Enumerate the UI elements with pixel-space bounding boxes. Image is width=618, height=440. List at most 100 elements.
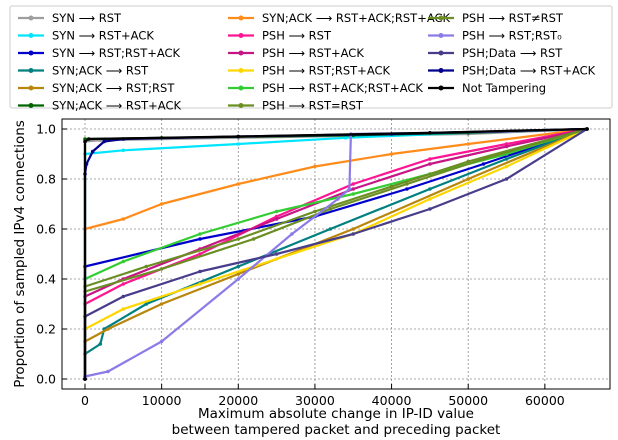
- series-point: [466, 177, 471, 181]
- series-point: [121, 217, 126, 221]
- x-tick-label: 0: [81, 393, 89, 408]
- series-point: [102, 139, 106, 144]
- legend-marker: [28, 15, 34, 21]
- legend-item: SYN;ACK ⟶ RST;RST: [18, 81, 175, 95]
- legend-label: PSH ⟶ RST: [262, 29, 332, 43]
- legend-marker: [28, 68, 34, 73]
- legend-item: Not Tampering: [428, 81, 546, 95]
- legend-item: PSH;Data ⟶ RST+ACK: [428, 64, 596, 78]
- series-point: [121, 148, 126, 153]
- series-point: [328, 207, 333, 211]
- legend-label: SYN ⟶ RST;RST+ACK: [52, 46, 181, 60]
- legend-label: SYN ⟶ RST: [52, 11, 122, 25]
- series-16: [83, 127, 589, 381]
- legend-item: PSH ⟶ RST≠RST: [428, 11, 564, 25]
- y-tick-label: 0.2: [36, 322, 56, 337]
- legend-label: PSH ⟶ RST=RST: [262, 99, 364, 113]
- y-tick-label: 0.6: [36, 222, 56, 237]
- plot-frame: [61, 118, 611, 390]
- series-point: [481, 162, 486, 166]
- series-point: [313, 164, 317, 169]
- legend-box: [9, 5, 613, 109]
- series-point: [83, 377, 87, 381]
- series-point: [121, 282, 126, 286]
- series-line: [83, 127, 588, 379]
- series-point: [159, 267, 164, 271]
- series-point: [87, 137, 91, 141]
- y-tick-label: 0.8: [36, 172, 56, 187]
- legend-marker: [28, 85, 34, 91]
- legend-label: SYN ⟶ RST+ACK: [52, 29, 154, 43]
- series-point: [106, 327, 110, 331]
- legend-item: SYN;ACK ⟶ RST: [18, 64, 149, 78]
- x-axis-label-line2: between tampered packet and preceding pa…: [172, 422, 501, 438]
- series-point: [198, 237, 202, 241]
- x-tick-label: 40000: [372, 393, 412, 408]
- legend-item: PSH ⟶ RST=RST: [228, 99, 364, 113]
- series-point: [351, 232, 356, 236]
- legend-label: SYN;ACK ⟶ RST;RST: [52, 81, 175, 95]
- legend-label: PSH ⟶ RST;RST+ACK: [262, 64, 391, 78]
- series-point: [144, 264, 149, 269]
- series-point: [504, 177, 509, 181]
- legend-label: SYN;ACK ⟶ RST: [52, 64, 149, 78]
- legend-item: PSH;Data ⟶ RST: [428, 46, 563, 60]
- series-point: [290, 232, 294, 236]
- x-axis-label: Maximum absolute change in IP-ID value: [198, 406, 474, 422]
- series-point: [585, 127, 589, 131]
- y-axis-label: Proportion of sampled IPv4 connections: [12, 120, 28, 388]
- series-point: [236, 182, 241, 186]
- legend-marker: [438, 68, 444, 73]
- series-point: [274, 217, 279, 221]
- legend-label: PSH ⟶ RST≠RST: [462, 11, 564, 25]
- legend-marker: [438, 50, 444, 56]
- series-point: [274, 252, 279, 256]
- legend-label: PSH ⟶ RST+ACK;RST+ACK: [262, 81, 423, 95]
- series-point: [236, 277, 241, 281]
- series-point: [351, 187, 356, 191]
- series-point: [347, 187, 352, 191]
- legend-marker: [28, 50, 34, 56]
- x-tick-label: 30000: [295, 393, 335, 408]
- series-13: [83, 127, 589, 381]
- legend-marker: [238, 103, 244, 108]
- series-point: [313, 209, 317, 214]
- series-point: [481, 157, 486, 161]
- series-point: [198, 252, 202, 256]
- series-point: [159, 339, 164, 344]
- series-point: [198, 269, 202, 274]
- series-point: [504, 157, 509, 161]
- series-point: [466, 142, 471, 146]
- series-line: [83, 127, 588, 379]
- series-point: [159, 202, 164, 206]
- series-point: [428, 207, 432, 211]
- series-point: [198, 232, 202, 236]
- y-tick-label: 0.4: [36, 272, 56, 287]
- legend-marker: [238, 68, 244, 73]
- legend-item: SYN ⟶ RST: [18, 11, 122, 25]
- series-point: [274, 214, 279, 219]
- legend-item: SYN;ACK ⟶ RST+ACK: [18, 99, 181, 113]
- series-point: [106, 369, 110, 374]
- legend-label: SYN;ACK ⟶ RST+ACK: [52, 99, 181, 113]
- y-tick-label: 1.0: [36, 122, 56, 137]
- legend-marker: [438, 85, 444, 91]
- legend-label: Not Tampering: [462, 81, 546, 95]
- series-point: [428, 131, 432, 135]
- x-tick-label: 20000: [218, 393, 258, 408]
- legend-marker: [28, 103, 34, 108]
- legend-marker: [238, 50, 244, 56]
- series-point: [98, 342, 103, 346]
- series-point: [144, 302, 149, 306]
- legend-marker: [238, 33, 244, 38]
- series-point: [121, 259, 126, 264]
- legend-item: PSH ⟶ RST;RST+ACK: [228, 64, 391, 78]
- legend-marker: [438, 15, 444, 21]
- legend-item: PSH ⟶ RST+ACK;RST+ACK: [228, 81, 423, 95]
- y-tick-label: 0.0: [36, 372, 56, 387]
- series-point: [336, 197, 340, 201]
- series-point: [428, 197, 432, 201]
- legend-label: SYN;ACK ⟶ RST+ACK;RST+ACK: [262, 11, 451, 25]
- legend-label: PSH;Data ⟶ RST: [462, 46, 563, 60]
- series-point: [236, 134, 241, 139]
